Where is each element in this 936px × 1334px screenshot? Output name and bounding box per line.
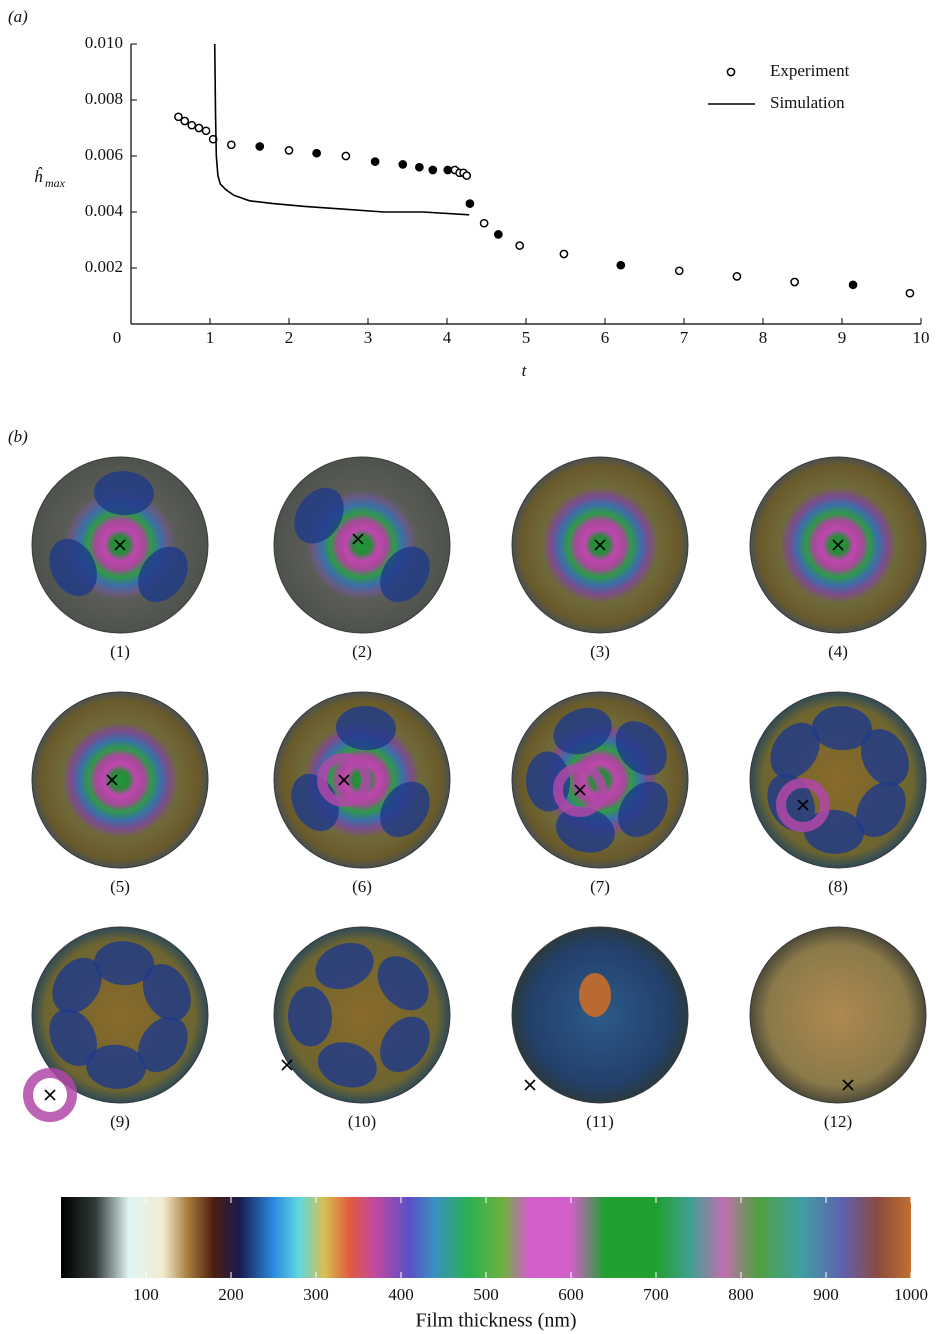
film-image — [750, 927, 926, 1103]
x-tick-label: 4 — [443, 328, 452, 347]
colorbar — [61, 1197, 911, 1278]
colorbar-tick-label: 300 — [303, 1285, 329, 1304]
experiment-point — [202, 127, 209, 134]
x-tick-label: 1 — [206, 328, 215, 347]
experiment-point — [791, 278, 798, 285]
legend-marker — [727, 68, 734, 75]
y-tick-label: 0.006 — [85, 145, 123, 164]
x-tick-label: 6 — [601, 328, 610, 347]
x-tick-label: 7 — [680, 328, 689, 347]
y-axis-label-subscript: max — [45, 176, 66, 190]
image-label: (6) — [352, 877, 372, 896]
experiment-point — [463, 172, 470, 179]
experiment-point — [399, 161, 406, 168]
image-label: (1) — [110, 642, 130, 661]
colorbar-tick-label: 700 — [643, 1285, 669, 1304]
experiment-point — [313, 150, 320, 157]
experiment-point — [429, 166, 436, 173]
image-label: (12) — [824, 1112, 852, 1131]
y-tick-label: 0.004 — [85, 201, 124, 220]
experiment-point — [228, 141, 235, 148]
panel-label: (a) — [8, 7, 28, 26]
x-tick-label: 2 — [285, 328, 294, 347]
experiment-point — [466, 200, 473, 207]
experiment-point — [342, 152, 349, 159]
y-axis-label: ĥ — [34, 167, 43, 186]
x-tick-label: 5 — [522, 328, 531, 347]
colorbar-tick-label: 500 — [473, 1285, 499, 1304]
colorbar-tick-label: 800 — [728, 1285, 754, 1304]
image-label: (7) — [590, 877, 610, 896]
colorbar-label: Film thickness (nm) — [415, 1310, 576, 1332]
x-tick-label: 8 — [759, 328, 768, 347]
experiment-point — [195, 124, 202, 131]
colorbar-tick-label: 1000 — [894, 1285, 928, 1304]
image-label: (4) — [828, 642, 848, 661]
x-tick-label: 3 — [364, 328, 373, 347]
x-marker — [45, 1090, 55, 1100]
experiment-point — [495, 231, 502, 238]
film-image — [274, 457, 450, 633]
image-label: (9) — [110, 1112, 130, 1131]
y-tick-label: 0.008 — [85, 89, 123, 108]
y-tick-label: 0.010 — [85, 33, 123, 52]
experiment-point — [444, 166, 451, 173]
colorbar-tick-label: 200 — [218, 1285, 244, 1304]
experiment-point — [188, 122, 195, 129]
experiment-point — [416, 164, 423, 171]
image-label: (5) — [110, 877, 130, 896]
x-marker — [525, 1080, 535, 1090]
experiment-point — [481, 220, 488, 227]
image-label: (8) — [828, 877, 848, 896]
image-label: (3) — [590, 642, 610, 661]
y-tick-label: 0.002 — [85, 257, 123, 276]
film-spot — [579, 973, 611, 1017]
film-image — [32, 692, 208, 868]
x-tick-label: 0 — [113, 328, 122, 347]
colorbar-tick-label: 900 — [813, 1285, 839, 1304]
experiment-point — [849, 281, 856, 288]
experiment-point — [617, 262, 624, 269]
image-label: (11) — [586, 1112, 614, 1131]
experiment-point — [733, 273, 740, 280]
image-label: (2) — [352, 642, 372, 661]
experiment-point — [256, 143, 263, 150]
experiment-point — [516, 242, 523, 249]
x-axis-label: t — [522, 361, 528, 380]
experiment-point — [676, 267, 683, 274]
experiment-point — [181, 117, 188, 124]
colorbar-tick-label: 600 — [558, 1285, 584, 1304]
legend-label: Experiment — [770, 61, 850, 80]
x-tick-label: 9 — [838, 328, 847, 347]
x-tick-label: 10 — [913, 328, 930, 347]
figure: (a) (b) t ĥ max Film thickness (nm) 0 1 2 3… — [0, 0, 936, 1334]
experiment-point — [285, 147, 292, 154]
simulation-line — [215, 44, 469, 215]
experiment-point — [372, 158, 379, 165]
panel-label: (b) — [8, 427, 28, 446]
image-label: (10) — [348, 1112, 376, 1131]
legend-label: Simulation — [770, 93, 845, 112]
experiment-point — [906, 290, 913, 297]
colorbar-tick-label: 100 — [133, 1285, 159, 1304]
colorbar-tick-label: 400 — [388, 1285, 414, 1304]
experiment-point — [560, 250, 567, 257]
